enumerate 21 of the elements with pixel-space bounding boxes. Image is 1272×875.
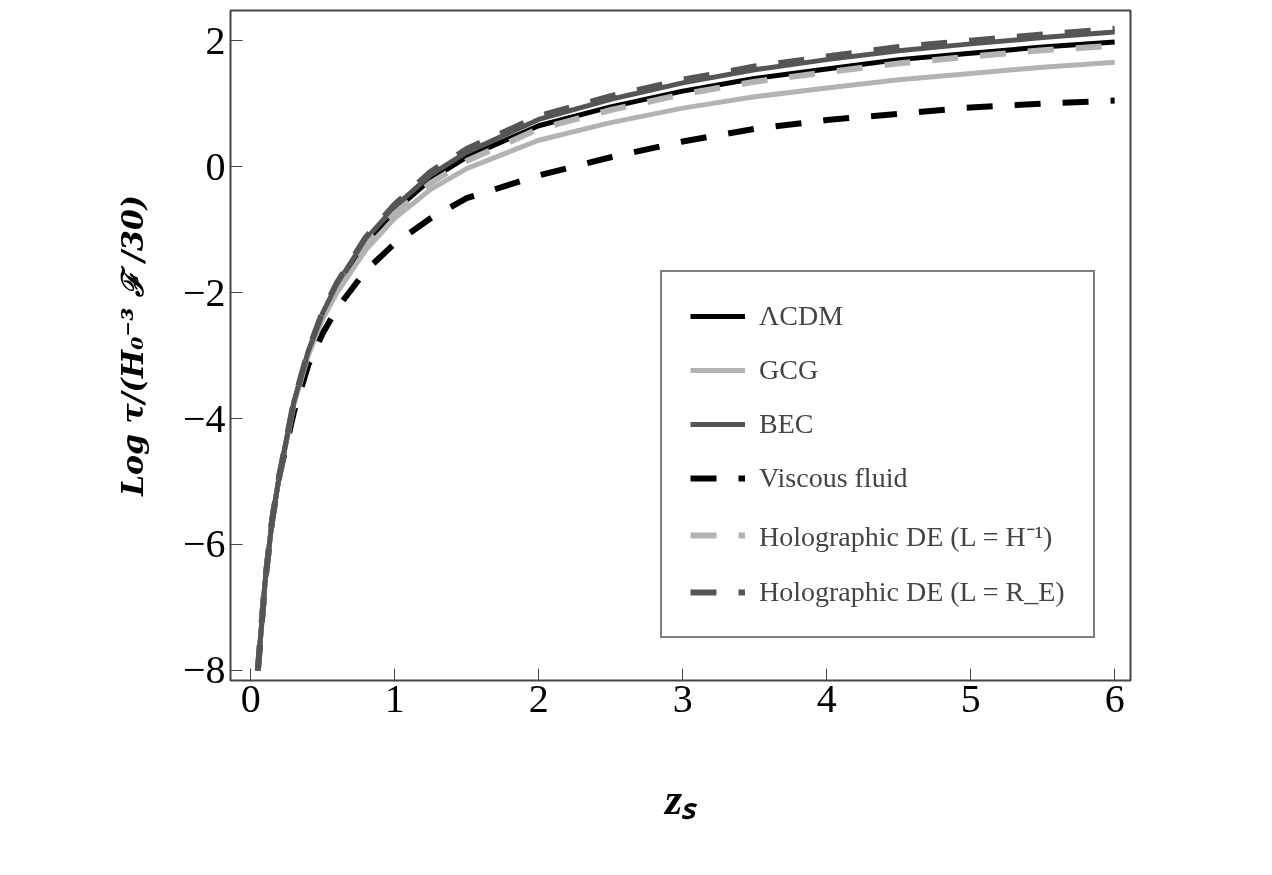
x-axis-title: zₛ (662, 774, 699, 824)
y-tick-label: −2 (182, 269, 226, 315)
x-tick-label: 6 (1104, 675, 1125, 721)
legend-label: GCG (759, 354, 819, 386)
legend-label: Viscous fluid (759, 462, 908, 494)
x-tick-label: 5 (960, 675, 981, 721)
legend-label: ΛCDM (759, 300, 844, 332)
legend-label: BEC (759, 408, 814, 440)
y-tick-label: 2 (205, 17, 226, 63)
x-tick-label: 4 (816, 675, 837, 721)
y-axis-title: Log τ/(H₀⁻³ ℱ /30) (114, 194, 150, 498)
y-tick-label: −4 (182, 395, 226, 441)
legend-label: Holographic DE (L = H⁻¹) (759, 520, 1053, 554)
legend-label: Holographic DE (L = R_E) (759, 576, 1065, 608)
x-tick-label: 1 (384, 675, 405, 721)
x-tick-label: 3 (672, 675, 693, 721)
x-tick-label: 0 (240, 675, 261, 721)
y-tick-label: −8 (182, 647, 226, 693)
y-tick-label: −6 (182, 521, 226, 567)
x-tick-label: 2 (528, 675, 549, 721)
y-tick-label: 0 (205, 143, 226, 189)
